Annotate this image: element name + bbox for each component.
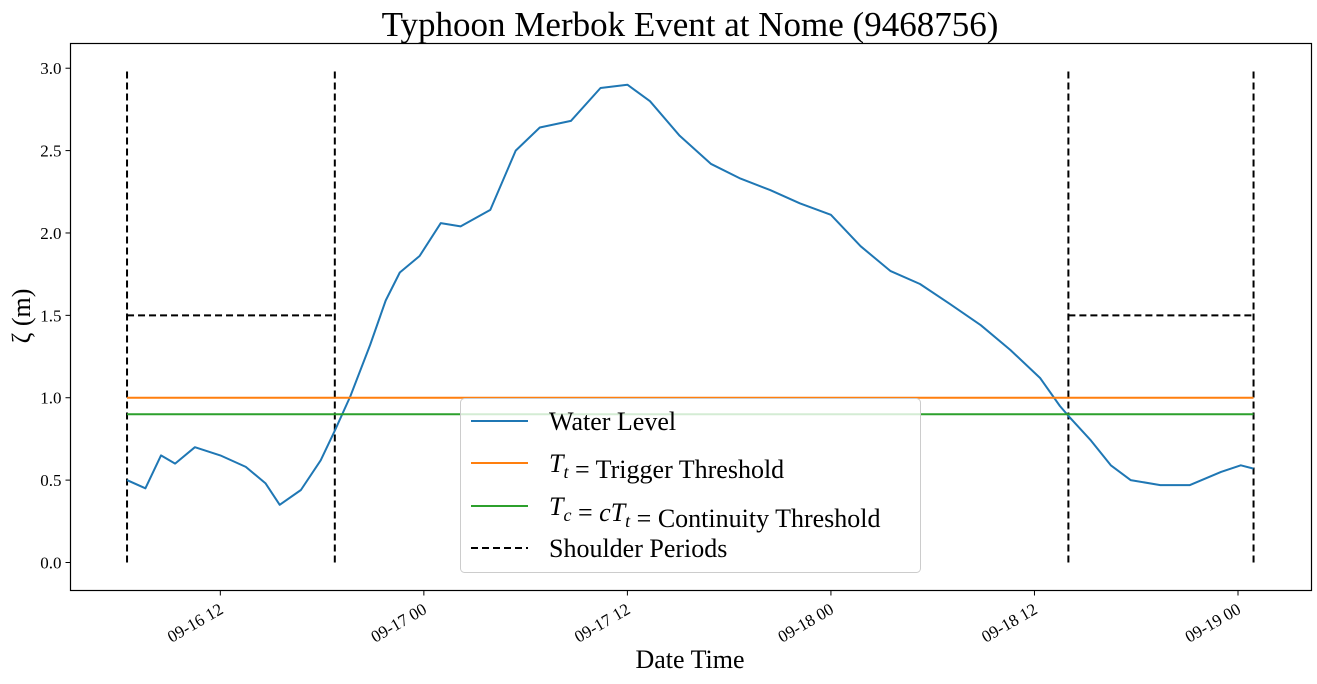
y-tick-label: 0.0 (40, 553, 61, 572)
x-tick-label: 09-18 00 (775, 600, 837, 647)
axes-frame (69, 42, 1313, 592)
legend-box (460, 398, 921, 573)
legend: Water Level Tt = Trigger Threshold Tc = cT… (460, 398, 921, 573)
plot-area (126, 68, 1255, 563)
water-level-line (126, 83, 1254, 506)
chart-title: Typhoon Merbok Event at Nome (9468756) (382, 5, 999, 44)
y-tick-label: 0.5 (40, 471, 61, 490)
legend-label: Tc = cTt = Continuity Threshold (549, 492, 881, 533)
x-tick-label: 09-19 00 (1182, 600, 1244, 647)
legend-label: Water Level (549, 407, 676, 436)
y-tick-label: 1.0 (40, 389, 61, 408)
x-tick-label: 09-17 00 (368, 600, 430, 647)
legend-label: Shoulder Periods (549, 534, 727, 563)
x-tick-label: 09-17 12 (571, 600, 633, 647)
y-tick-label: 3.0 (40, 59, 61, 78)
x-axis-label: Date Time (635, 645, 744, 674)
y-tick-label: 1.5 (40, 306, 61, 325)
x-tick-label: 09-16 12 (164, 600, 226, 647)
x-tick-label: 09-18 12 (978, 600, 1040, 647)
y-tick-label: 2.0 (40, 224, 61, 243)
x-axis: 09-16 12 09-17 00 09-17 12 09-18 00 09-18 12… (164, 590, 1244, 647)
y-axis: 0.0 0.5 1.0 1.5 2.0 2.5 3.0 (40, 59, 71, 572)
y-axis-label: ζ (m) (7, 289, 36, 344)
y-tick-label: 2.5 (40, 142, 61, 161)
legend-label: Tt = Trigger Threshold (549, 449, 784, 484)
